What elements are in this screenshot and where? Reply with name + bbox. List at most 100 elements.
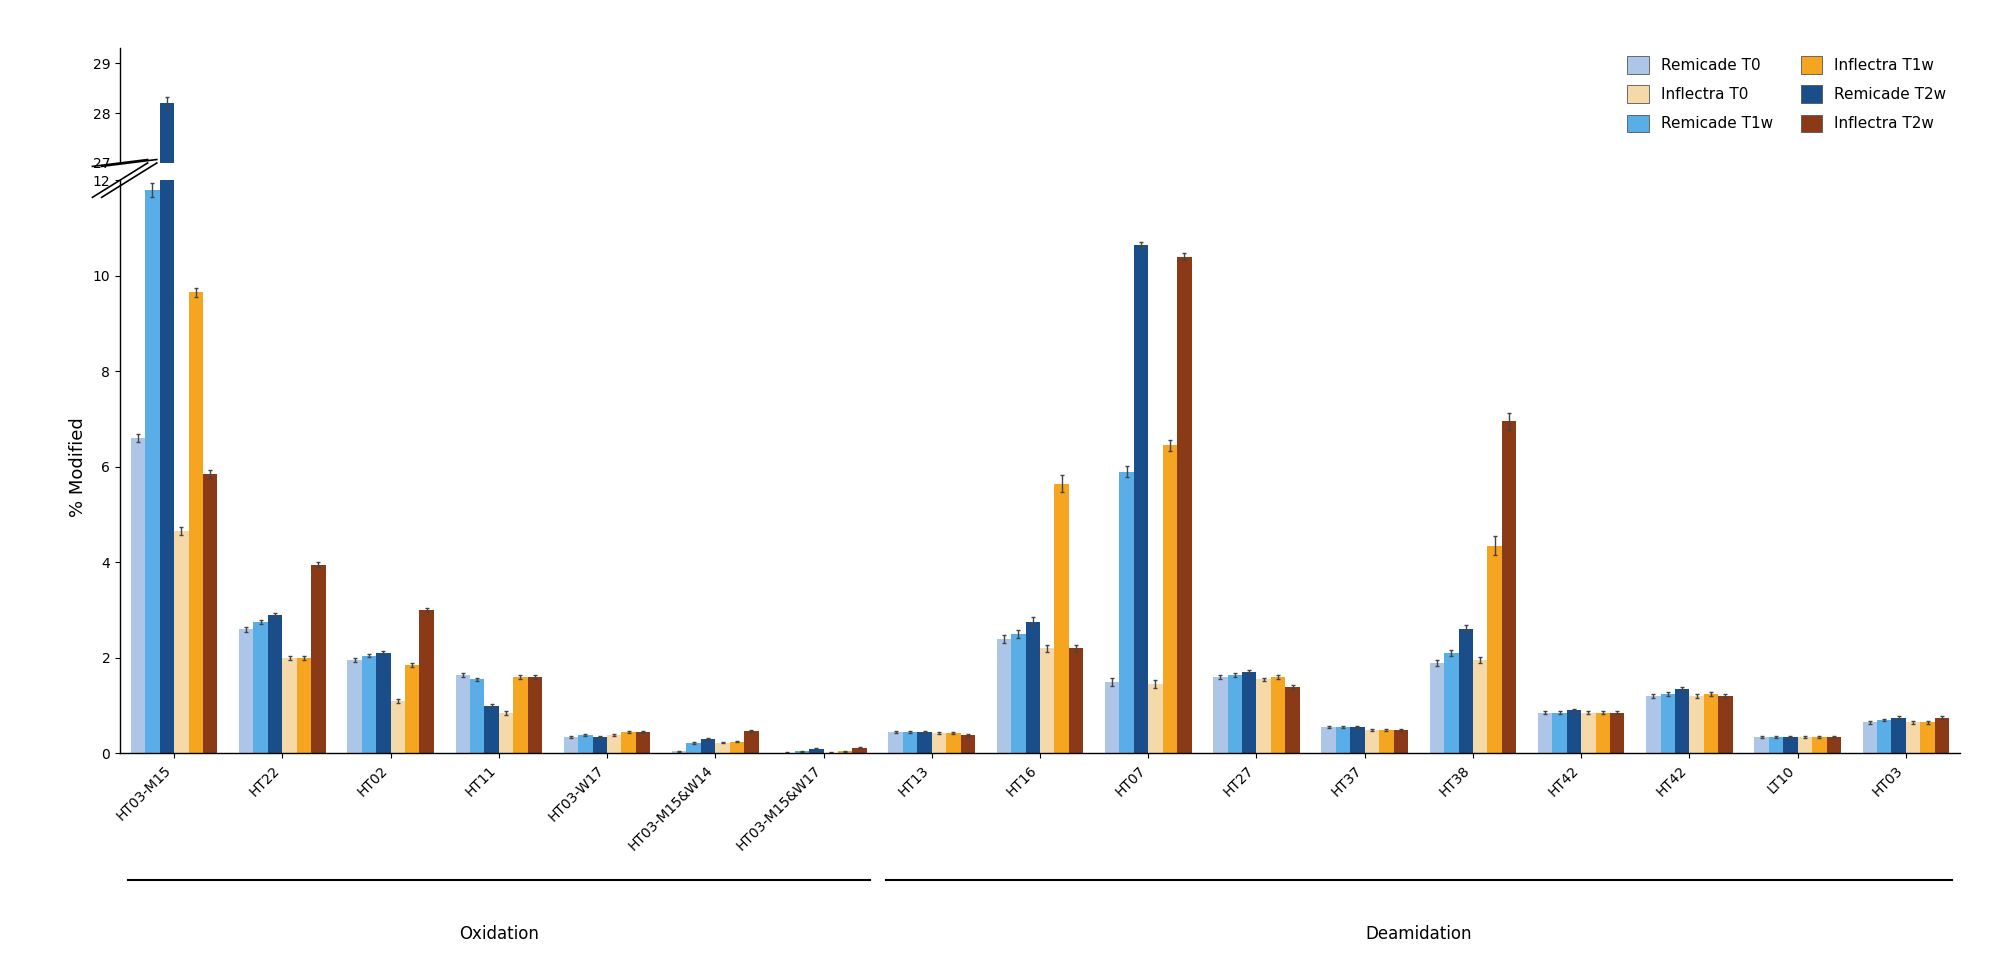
Bar: [160, 103, 174, 163]
Bar: [1068, 648, 1084, 753]
Bar: [1878, 720, 1892, 753]
Bar: [1214, 677, 1228, 753]
Bar: [1054, 484, 1068, 753]
Bar: [1256, 679, 1270, 753]
Bar: [1704, 694, 1718, 753]
Bar: [174, 531, 188, 753]
Bar: [1040, 648, 1054, 753]
Bar: [1350, 727, 1364, 753]
Bar: [1754, 737, 1768, 753]
Bar: [946, 733, 960, 753]
Bar: [1228, 674, 1242, 753]
Bar: [1552, 713, 1566, 753]
Bar: [1322, 727, 1336, 753]
Legend: Remicade T0, Inflectra T0, Remicade T1w, Inflectra T1w, Remicade T2w, Inflectra : Remicade T0, Inflectra T0, Remicade T1w,…: [1622, 50, 1952, 138]
Bar: [1286, 687, 1300, 753]
Bar: [1120, 471, 1134, 753]
Bar: [160, 181, 174, 753]
Bar: [1364, 729, 1380, 753]
Bar: [902, 732, 918, 753]
Bar: [700, 739, 716, 753]
Bar: [1538, 713, 1552, 753]
Bar: [810, 749, 824, 753]
Bar: [636, 732, 650, 753]
Bar: [716, 743, 730, 753]
Bar: [1458, 629, 1472, 753]
Bar: [622, 732, 636, 753]
Bar: [1798, 737, 1812, 753]
Bar: [1162, 445, 1178, 753]
Bar: [1812, 737, 1826, 753]
Bar: [794, 752, 810, 753]
Bar: [918, 732, 932, 753]
Bar: [420, 611, 434, 753]
Bar: [528, 677, 542, 753]
Bar: [1148, 684, 1162, 753]
Bar: [1566, 710, 1582, 753]
Bar: [1660, 694, 1674, 753]
Bar: [296, 658, 312, 753]
Bar: [456, 674, 470, 753]
Bar: [1690, 696, 1704, 753]
Bar: [852, 748, 866, 753]
Bar: [564, 737, 578, 753]
Bar: [1768, 737, 1784, 753]
Bar: [1394, 729, 1408, 753]
Bar: [1582, 713, 1596, 753]
Text: Oxidation: Oxidation: [458, 925, 538, 944]
Bar: [1242, 672, 1256, 753]
Bar: [1784, 737, 1798, 753]
Bar: [578, 735, 592, 753]
Bar: [672, 752, 686, 753]
Y-axis label: % Modified: % Modified: [70, 417, 88, 517]
Bar: [240, 629, 254, 753]
Bar: [348, 661, 362, 753]
Bar: [376, 653, 390, 753]
Bar: [202, 474, 218, 753]
Bar: [960, 735, 976, 753]
Bar: [1430, 663, 1444, 753]
Bar: [268, 615, 282, 753]
Bar: [1718, 696, 1732, 753]
Bar: [1502, 421, 1516, 753]
Bar: [686, 743, 700, 753]
Bar: [406, 666, 420, 753]
Bar: [838, 752, 852, 753]
Bar: [996, 639, 1012, 753]
Bar: [1892, 718, 1906, 753]
Bar: [1012, 634, 1026, 753]
Bar: [1380, 729, 1394, 753]
Bar: [1336, 727, 1350, 753]
Bar: [1444, 653, 1458, 753]
Bar: [1906, 723, 1920, 753]
Bar: [188, 293, 202, 753]
Bar: [1674, 689, 1690, 753]
Bar: [484, 706, 498, 753]
Bar: [362, 656, 376, 753]
Bar: [888, 732, 902, 753]
Bar: [130, 439, 146, 753]
Bar: [1134, 244, 1148, 753]
Bar: [498, 713, 514, 753]
Bar: [254, 622, 268, 753]
Bar: [730, 742, 744, 753]
Bar: [932, 733, 946, 753]
Bar: [1610, 713, 1624, 753]
Bar: [1270, 677, 1286, 753]
Bar: [514, 677, 528, 753]
Bar: [470, 679, 484, 753]
Bar: [1178, 257, 1192, 753]
Bar: [1472, 661, 1488, 753]
Bar: [1920, 723, 1934, 753]
Bar: [282, 658, 296, 753]
Bar: [1104, 682, 1120, 753]
Bar: [146, 189, 160, 753]
Bar: [1488, 546, 1502, 753]
Bar: [1026, 622, 1040, 753]
Bar: [744, 730, 758, 753]
Bar: [1826, 737, 1840, 753]
Text: Deamidation: Deamidation: [1366, 925, 1472, 944]
Bar: [1646, 696, 1660, 753]
Bar: [1596, 713, 1610, 753]
Bar: [592, 737, 608, 753]
